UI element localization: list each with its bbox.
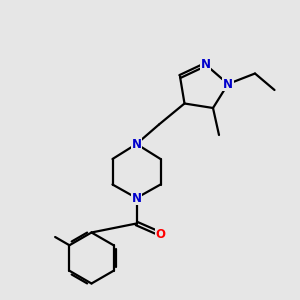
Text: O: O [155,227,166,241]
Text: N: N [131,137,142,151]
Text: N: N [131,191,142,205]
Text: N: N [200,58,211,71]
Text: N: N [223,77,233,91]
